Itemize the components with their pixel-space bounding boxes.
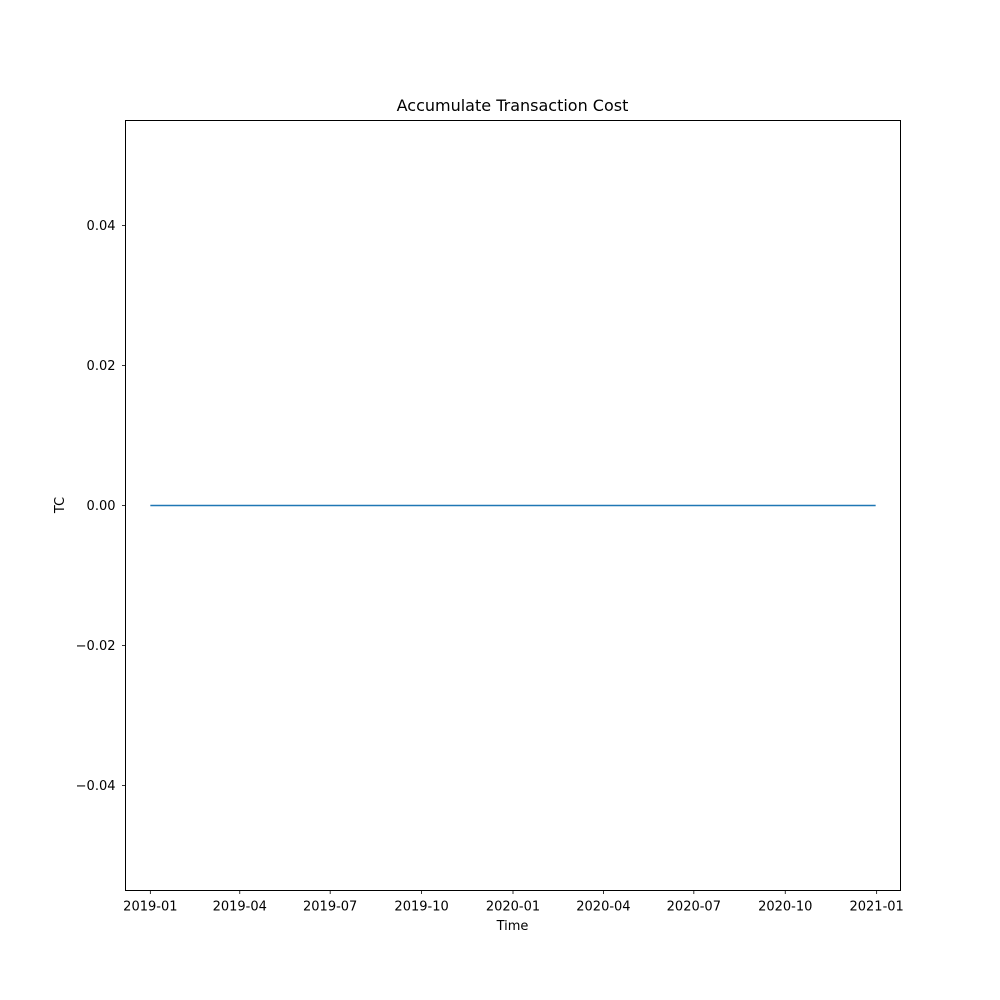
plot-area: 2019-01 2019-04 2019-07 2019-10 2020-01 2020-… bbox=[76, 219, 904, 915]
x-tick-label: 2020-01 bbox=[486, 900, 540, 915]
x-tick-label: 2019-10 bbox=[394, 900, 448, 915]
x-tick-label: 2021-01 bbox=[849, 900, 903, 915]
axes-frame bbox=[125, 120, 901, 891]
y-tick-label: 0.00 bbox=[87, 499, 116, 514]
x-tick-label: 2020-10 bbox=[758, 900, 812, 915]
x-tick-label: 2019-07 bbox=[303, 900, 357, 915]
x-tick-label: 2020-07 bbox=[667, 900, 721, 915]
x-axis-label: Time bbox=[496, 919, 529, 934]
chart-title: Accumulate Transaction Cost bbox=[397, 96, 629, 115]
x-tick-label: 2020-04 bbox=[576, 900, 630, 915]
y-axis-label: TC bbox=[53, 497, 68, 514]
y-tick-label: 0.04 bbox=[87, 219, 116, 234]
x-tick-label: 2019-01 bbox=[123, 900, 177, 915]
x-tick-label: 2019-04 bbox=[213, 900, 267, 915]
y-tick-label: −0.04 bbox=[76, 779, 116, 794]
y-tick-label: 0.02 bbox=[87, 359, 116, 374]
y-tick-label: −0.02 bbox=[76, 639, 116, 654]
